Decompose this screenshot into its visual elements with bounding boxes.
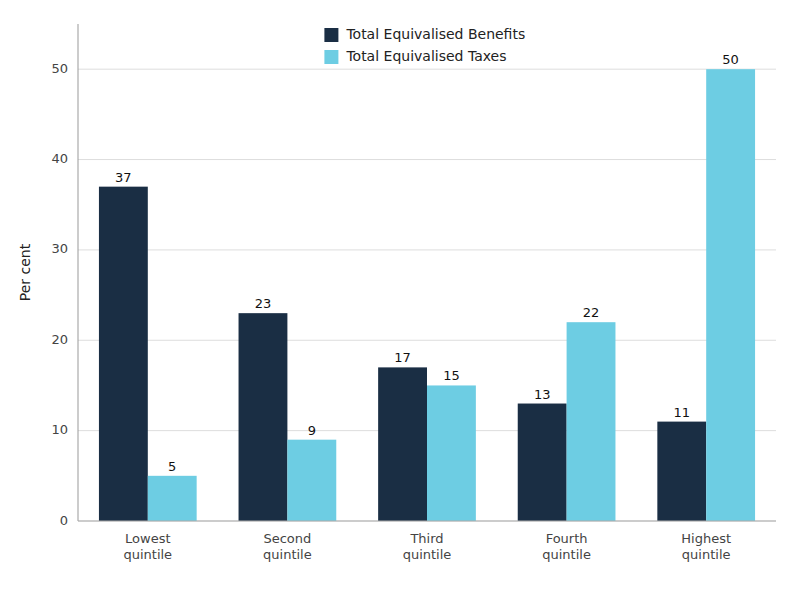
data-label: 11 (673, 405, 690, 420)
grid-line (78, 340, 776, 341)
data-label: 22 (583, 305, 600, 320)
grid-line (78, 69, 776, 70)
data-label: 15 (443, 368, 460, 383)
chart: 0 10 20 30 40 50 Per cent 37 23 17 13 11 5 9 15 22 50 Low… (0, 0, 800, 593)
bar (706, 69, 755, 521)
x-ticks: Lowestquintile Secondquintile Thirdquintil… (123, 531, 731, 562)
x-axis-line (78, 521, 776, 522)
y-tick-label: 20 (51, 332, 68, 347)
y-tick-label: 0 (60, 513, 68, 528)
y-axis-line (78, 24, 79, 521)
legend-label: Total Equivalised Benefits (345, 26, 525, 42)
bar (427, 385, 476, 521)
y-tick-label: 40 (51, 151, 68, 166)
grid-line (78, 521, 776, 522)
bar (518, 404, 567, 521)
grid (78, 69, 776, 521)
bars (99, 69, 755, 521)
chart-container: 0 10 20 30 40 50 Per cent 37 23 17 13 11 5 9 15 22 50 Low… (0, 0, 800, 593)
bar (239, 313, 288, 521)
grid-line (78, 159, 776, 160)
data-labels: 37 23 17 13 11 5 9 15 22 50 (115, 52, 739, 474)
x-tick-label: Fourthquintile (542, 531, 591, 562)
data-label: 37 (115, 170, 132, 185)
data-label: 50 (722, 52, 739, 67)
legend: Total Equivalised Benefits Total Equivali… (324, 26, 525, 64)
data-label: 9 (308, 423, 316, 438)
bar (287, 440, 336, 521)
y-tick-label: 10 (51, 422, 68, 437)
legend-label: Total Equivalised Taxes (345, 48, 506, 64)
grid-line (78, 249, 776, 250)
bar (657, 422, 706, 521)
data-label: 23 (255, 296, 272, 311)
bar (99, 187, 148, 521)
data-label: 5 (168, 459, 176, 474)
data-label: 17 (394, 350, 411, 365)
y-tick-label: 50 (51, 61, 68, 76)
y-tick-label: 30 (51, 241, 68, 256)
data-label: 13 (534, 387, 551, 402)
x-tick-label: Lowestquintile (123, 531, 172, 562)
bar (567, 322, 616, 521)
bar (148, 476, 197, 521)
y-axis-label: Per cent (17, 243, 33, 301)
x-tick-label: Thirdquintile (403, 531, 452, 562)
bar (378, 367, 427, 521)
x-tick-label: Highestquintile (681, 531, 731, 562)
legend-swatch (324, 50, 338, 64)
x-tick-label: Secondquintile (263, 531, 312, 562)
y-ticks: 0 10 20 30 40 50 (51, 61, 68, 528)
legend-swatch (324, 28, 338, 42)
